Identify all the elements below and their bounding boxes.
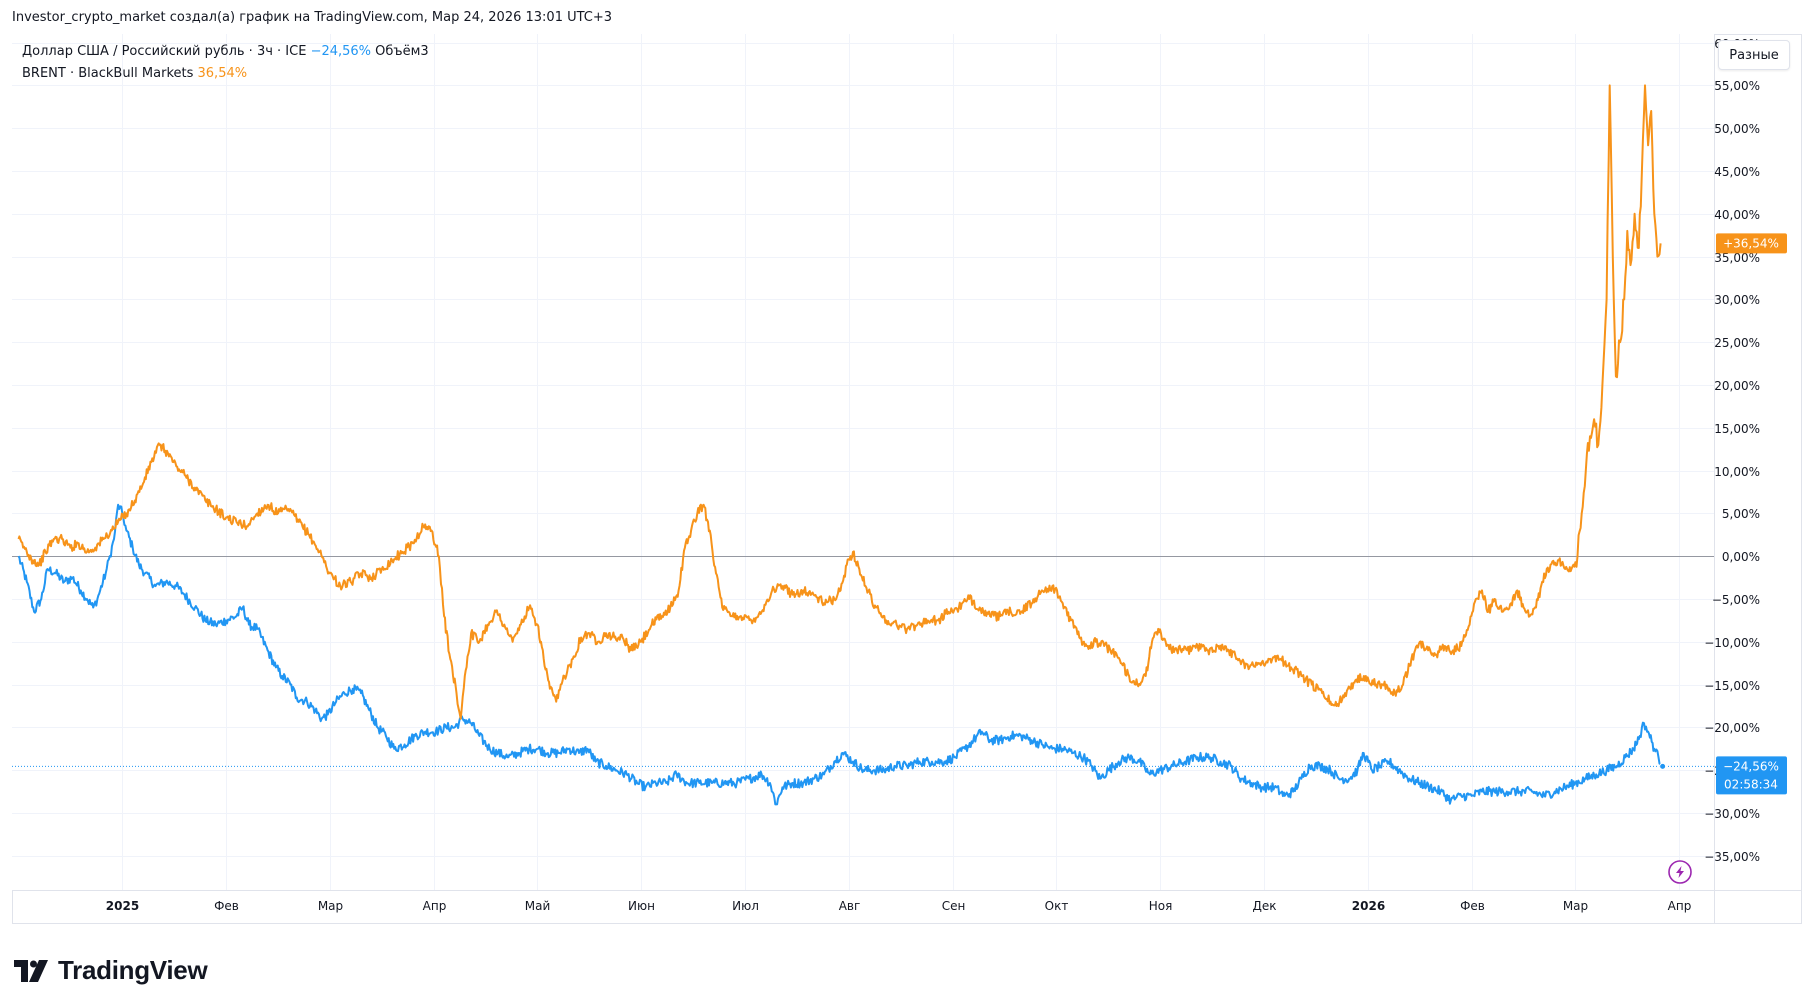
y-tick-label: 40,00% [1714, 208, 1760, 222]
legend-usdrub[interactable]: Доллар США / Российский рубль · 3ч · ICE… [22, 44, 429, 59]
x-tick-label: Апр [423, 899, 447, 913]
y-tick-label: 5,00% [1722, 507, 1760, 521]
legend-volume-label: Объём3 [375, 44, 429, 59]
y-tick-label: −15,00% [1704, 679, 1760, 693]
brent-price-label: +36,54% [1716, 233, 1787, 254]
x-tick-label: Май [525, 899, 551, 913]
x-axis[interactable]: 2025 Фев Мар Апр Май Июн Июл Авг Сен Окт Ноя Дек 202… [106, 899, 1692, 913]
legend-brent-label: BRENT · BlackBull Markets [22, 66, 194, 81]
x-tick-label: Фев [214, 899, 239, 913]
x-tick-label: Фев [1460, 899, 1485, 913]
x-tick-label: Апр [1668, 899, 1692, 913]
scale-mode-button[interactable]: Разные [1718, 40, 1790, 70]
y-tick-label: −10,00% [1704, 636, 1760, 650]
y-tick-label: −35,00% [1704, 850, 1760, 864]
y-tick-label: 25,00% [1714, 336, 1760, 350]
usdrub-price-label-bg [1716, 756, 1787, 795]
y-tick-label: −5,00% [1712, 593, 1760, 607]
tradingview-logo[interactable]: TradingView [14, 955, 208, 986]
legend-usdrub-value: −24,56% [310, 44, 372, 59]
last-value-markers [12, 762, 1714, 770]
attribution-text: Investor_crypto_market создал(а) график … [12, 10, 613, 25]
y-tick-label: 15,00% [1714, 422, 1760, 436]
legend-usdrub-label: Доллар США / Российский рубль · 3ч · ICE [22, 44, 307, 59]
x-tick-label: Мар [318, 899, 343, 913]
plot-background [12, 34, 1714, 890]
chart[interactable]: −35,00%−30,00%−25,00%−20,00%−15,00%−10,0… [12, 34, 1802, 924]
x-tick-label: Сен [942, 899, 966, 913]
price-labels: +36,54% −24,56% 02:58:34 [1716, 233, 1787, 795]
y-tick-label: 35,00% [1714, 251, 1760, 265]
x-tick-label: Мар [1563, 899, 1588, 913]
y-tick-label: 55,00% [1714, 79, 1760, 93]
x-tick-label: Июл [732, 899, 759, 913]
tradingview-logo-text: TradingView [58, 955, 208, 985]
usdrub-last-point [1659, 762, 1667, 770]
usdrub-price-label-text: −24,56% [1723, 759, 1779, 773]
y-tick-label: 45,00% [1714, 165, 1760, 179]
y-tick-label: 10,00% [1714, 465, 1760, 479]
x-tick-label: Окт [1045, 899, 1069, 913]
x-tick-label: Авг [839, 899, 861, 913]
y-tick-label: 20,00% [1714, 379, 1760, 393]
x-tick-label: Июн [628, 899, 655, 913]
x-tick-label: 2026 [1352, 899, 1385, 913]
x-tick-label: Ноя [1149, 899, 1173, 913]
x-tick-label: 2025 [106, 899, 139, 913]
legend-brent-value: 36,54% [197, 66, 248, 81]
brent-line [17, 84, 1662, 720]
y-tick-label: −20,00% [1704, 721, 1760, 735]
x-tick-label: Дек [1252, 899, 1276, 913]
grid-lines [12, 34, 1714, 890]
usdrub-line [17, 503, 1664, 806]
y-tick-label: −30,00% [1704, 807, 1760, 821]
y-tick-label: 0,00% [1722, 550, 1760, 564]
series-lines [17, 84, 1664, 806]
brent-price-label-bg [1716, 233, 1787, 254]
bar-countdown-text: 02:58:34 [1724, 777, 1778, 791]
legend-brent[interactable]: BRENT · BlackBull Markets 36,54% [22, 66, 247, 81]
y-tick-label: 50,00% [1714, 122, 1760, 136]
tradingview-logo-icon [14, 959, 48, 982]
lightning-icon-bolt [1676, 866, 1684, 878]
y-tick-label: 30,00% [1714, 293, 1760, 307]
lightning-icon[interactable] [1668, 860, 1692, 884]
brent-price-label-text: +36,54% [1723, 236, 1779, 250]
usdrub-price-label: −24,56% 02:58:34 [1716, 756, 1787, 795]
